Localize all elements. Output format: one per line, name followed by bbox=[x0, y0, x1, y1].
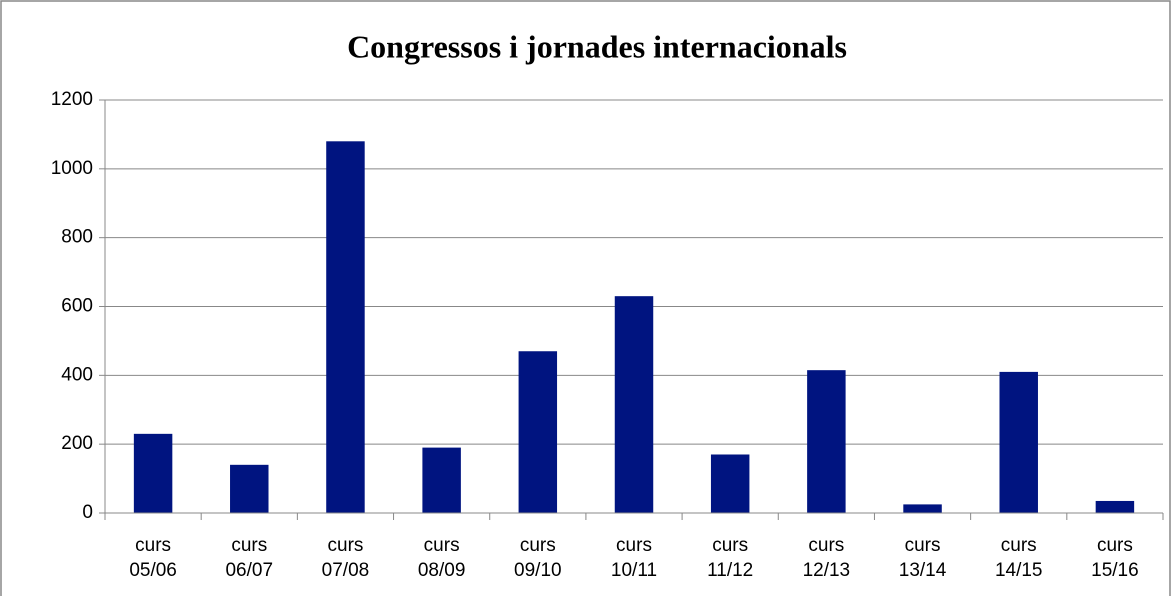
y-tick-label: 0 bbox=[82, 502, 93, 523]
bar bbox=[999, 371, 1038, 513]
x-tick-label: curs 14/15 bbox=[995, 535, 1043, 581]
bar bbox=[614, 296, 654, 513]
bar bbox=[518, 351, 558, 513]
chart-title: Congressos i jornades internacionals bbox=[347, 28, 847, 64]
bar bbox=[807, 370, 846, 513]
x-tick-label: curs 15/16 bbox=[1091, 535, 1139, 581]
x-tick-label: curs 12/13 bbox=[803, 535, 851, 581]
x-tick-label: curs 09/10 bbox=[514, 535, 562, 581]
y-tick-label: 1000 bbox=[51, 158, 93, 179]
x-tick-label: curs 08/09 bbox=[418, 535, 466, 581]
bar bbox=[422, 447, 461, 513]
bar bbox=[1095, 500, 1135, 513]
x-tick-label: curs 11/12 bbox=[707, 535, 753, 581]
bar bbox=[903, 504, 942, 513]
bar bbox=[230, 464, 269, 513]
x-tick-label: curs 07/08 bbox=[322, 535, 370, 581]
x-tick-label: curs 06/07 bbox=[225, 535, 273, 581]
bar bbox=[133, 433, 173, 513]
x-tick-label: curs 13/14 bbox=[899, 535, 947, 581]
y-tick-label: 600 bbox=[61, 296, 93, 317]
bar bbox=[326, 141, 365, 514]
y-tick-label: 800 bbox=[61, 227, 93, 248]
y-tick-label: 200 bbox=[61, 433, 93, 454]
y-tick-label: 400 bbox=[61, 364, 93, 385]
x-tick-label: curs 10/11 bbox=[611, 535, 657, 581]
x-tick-label: curs 05/06 bbox=[129, 535, 177, 581]
y-tick-label: 1200 bbox=[51, 89, 93, 110]
bar bbox=[710, 454, 750, 513]
